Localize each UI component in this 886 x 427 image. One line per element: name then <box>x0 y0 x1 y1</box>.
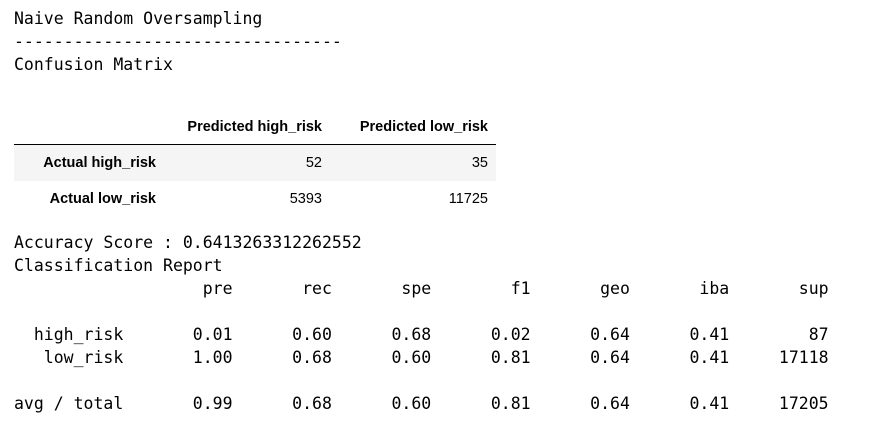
report-row: avg / total 0.99 0.68 0.60 0.81 0.64 0.4… <box>14 394 829 413</box>
output-header-block: Naive Random Oversampling ---------------… <box>14 7 342 76</box>
classification-report-block: Accuracy Score : 0.6413263312262552 Class… <box>14 231 829 415</box>
row-header: Actual high_risk <box>43 155 156 171</box>
classification-report-title: Classification Report <box>14 256 223 275</box>
confusion-matrix-title: Confusion Matrix <box>14 55 173 74</box>
report-header-row: pre rec spe f1 geo iba sup <box>14 279 829 298</box>
report-row <box>14 369 829 392</box>
table-corner-cell <box>14 109 164 145</box>
table-row: Actual high_risk 52 35 <box>14 144 496 181</box>
table-cell: 35 <box>471 155 488 171</box>
table-cell: 11725 <box>448 191 488 207</box>
report-row <box>14 300 829 323</box>
confusion-matrix-table: Predicted high_risk Predicted low_risk A… <box>14 109 496 217</box>
table-row: Actual low_risk 5393 11725 <box>14 181 496 217</box>
table-header-row: Predicted high_risk Predicted low_risk <box>14 109 496 145</box>
confusion-matrix-dataframe: Predicted high_risk Predicted low_risk A… <box>14 109 496 217</box>
row-header: Actual low_risk <box>49 191 156 207</box>
report-row: high_risk 0.01 0.60 0.68 0.02 0.64 0.41 … <box>14 325 829 344</box>
table-cell: 52 <box>305 155 322 171</box>
report-row: low_risk 1.00 0.68 0.60 0.81 0.64 0.41 1… <box>14 348 829 367</box>
table-cell: 5393 <box>289 191 322 207</box>
accuracy-score-line: Accuracy Score : 0.6413263312262552 <box>14 233 362 252</box>
output-separator: --------------------------------- <box>14 32 342 51</box>
column-header: Predicted low_risk <box>330 109 496 145</box>
column-header: Predicted high_risk <box>164 109 330 145</box>
output-title: Naive Random Oversampling <box>14 9 263 28</box>
